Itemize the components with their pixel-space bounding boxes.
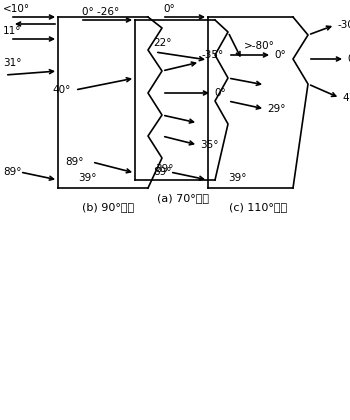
Text: -30°: -30° [337,20,350,30]
Text: 0°: 0° [347,54,350,64]
Text: 0°: 0° [214,88,226,98]
Text: -35°: -35° [202,50,224,60]
Text: 89°: 89° [153,167,172,177]
Text: >-80°: >-80° [244,41,275,51]
Text: 0°: 0° [274,50,286,60]
Text: 89°: 89° [65,157,84,167]
Text: 31°: 31° [3,58,21,68]
Text: 39°: 39° [155,164,174,174]
Text: 35°: 35° [200,140,218,150]
Text: 0°: 0° [163,4,175,14]
Text: 11°: 11° [3,26,21,36]
Text: 39°: 39° [78,173,97,183]
Text: 0° -26°: 0° -26° [82,7,119,17]
Text: 89°: 89° [3,167,21,177]
Text: 22°: 22° [153,38,172,48]
Text: (c) 110°棱鏡: (c) 110°棱鏡 [229,202,287,212]
Text: 39°: 39° [228,173,246,183]
Text: (b) 90°棱鏡: (b) 90°棱鏡 [82,202,134,212]
Text: 40°: 40° [52,85,70,95]
Text: (a) 70°棱鏡: (a) 70°棱鏡 [157,193,209,203]
Text: 29°: 29° [267,104,286,114]
Text: <10°: <10° [3,4,30,14]
Text: 41°: 41° [342,93,350,103]
